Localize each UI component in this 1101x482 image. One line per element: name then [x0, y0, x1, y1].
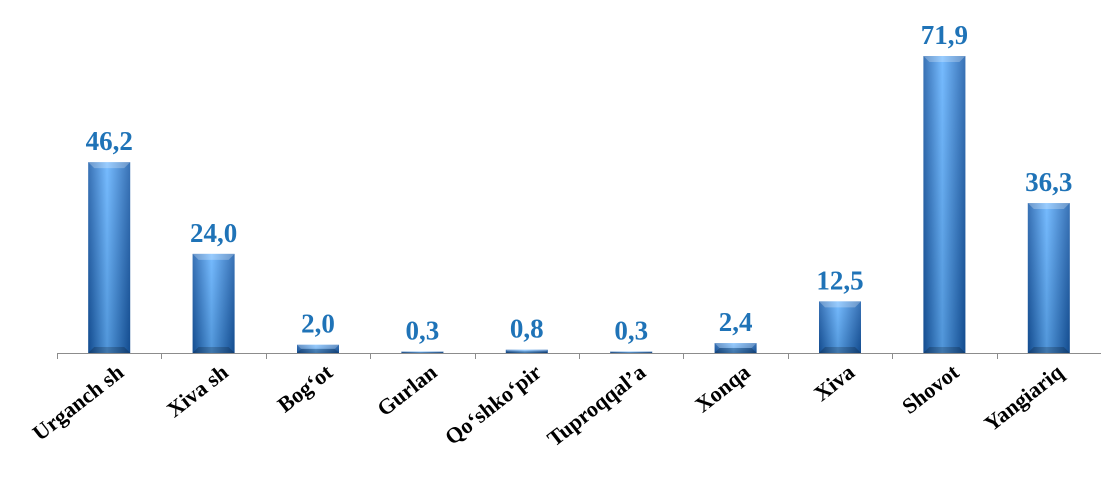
bar-7	[714, 343, 757, 353]
bar-bevel-top	[401, 351, 444, 353]
category-label: Qo‘shko‘pir	[440, 359, 546, 450]
value-label: 2,0	[301, 309, 335, 339]
bar-bevel-bottom	[1027, 347, 1070, 353]
bar-bevel-top	[610, 351, 653, 353]
bar-bevel-top	[297, 344, 339, 349]
value-label: 0,3	[406, 316, 440, 346]
bar-shade	[714, 343, 757, 353]
bar-8	[819, 301, 861, 353]
bar-bevel-bottom	[714, 348, 757, 353]
bar-bevel-bottom	[505, 351, 548, 353]
bar-shade	[610, 351, 653, 353]
bar-9	[923, 56, 966, 353]
bar-bevel-top	[819, 301, 861, 308]
bar-bevel-top	[923, 56, 966, 62]
category-label: Tuproqqal’a	[542, 359, 650, 451]
bar-shade	[505, 349, 548, 353]
value-label: 46,2	[86, 126, 133, 156]
category-label: Bog‘ot	[273, 359, 338, 417]
bar-5	[505, 349, 548, 353]
bar-10	[1027, 203, 1070, 353]
bar-1	[88, 162, 131, 353]
bar-4	[401, 351, 444, 353]
bar-3	[297, 344, 339, 353]
bar-2	[192, 253, 235, 353]
value-labels: 46,2 24,0 2,0 0,3 0,8 0,3 2,4 12,5 71,9 36,3	[86, 20, 1073, 346]
value-label: 36,3	[1025, 167, 1072, 197]
bar-6	[610, 351, 653, 353]
bar-bevel-top	[505, 349, 548, 352]
category-label: Gurlan	[372, 359, 441, 421]
bar-shade	[88, 162, 131, 353]
category-label: Yangiariq	[979, 359, 1068, 436]
bar-shade	[192, 253, 235, 353]
category-label: Xiva	[809, 359, 859, 406]
bar-bevel-top	[192, 253, 235, 260]
value-label: 71,9	[921, 20, 968, 50]
bar-bevel-bottom	[819, 347, 861, 353]
value-label: 24,0	[190, 218, 237, 248]
bar-bevel-top	[88, 162, 131, 169]
bar-shade	[923, 56, 966, 353]
bar-bevel-bottom	[401, 352, 444, 353]
bar-bevel-bottom	[297, 348, 339, 353]
x-axis	[57, 353, 1101, 359]
bar-bevel-bottom	[192, 347, 235, 353]
bar-shade	[819, 301, 861, 353]
bar-bevel-top	[1027, 203, 1070, 210]
value-label: 12,5	[816, 265, 863, 295]
value-label: 0,8	[510, 314, 544, 344]
bar-shade	[297, 344, 339, 353]
value-label: 2,4	[719, 307, 753, 337]
category-label: Xiva sh	[162, 359, 233, 422]
category-label: Xonqa	[690, 359, 755, 417]
value-label: 0,3	[614, 316, 648, 346]
category-label: Shovot	[897, 359, 964, 419]
category-labels: Urganch sh Xiva sh Bog‘ot GurlanQo‘shko‘pir…	[28, 359, 1069, 451]
bar-bevel-bottom	[610, 352, 653, 353]
bar-bevel-top	[714, 343, 757, 349]
category-label: Urganch sh	[28, 359, 129, 445]
bar-shade	[1027, 203, 1070, 353]
bar-bevel-bottom	[923, 347, 966, 353]
bar-shade	[401, 351, 444, 353]
bar-bevel-bottom	[88, 347, 131, 353]
bars-layer	[88, 56, 1070, 353]
